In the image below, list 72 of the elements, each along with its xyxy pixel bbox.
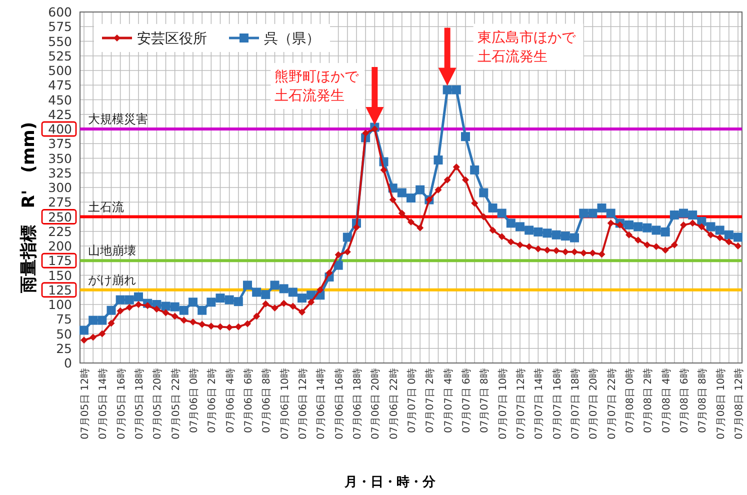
x-tick-label: 07月08日 4時 (660, 368, 672, 433)
x-tick-label: 07月08日 2時 (642, 368, 654, 433)
y-tick-label: 225 (48, 224, 72, 239)
x-axis-title: 月・日・時・分 (344, 475, 436, 490)
x-tick-label: 07月08日 12時 (733, 368, 745, 440)
y-tick-label: 400 (48, 122, 72, 136)
y-tick-label: 175 (48, 253, 72, 268)
x-tick-label: 07月05日 20時 (152, 368, 164, 440)
x-tick-label: 07月07日 2時 (424, 368, 436, 433)
y-tick-label: 300 (48, 180, 72, 195)
y-tick-label: 50 (56, 326, 72, 342)
x-tick-label: 07月07日 22時 (606, 368, 618, 440)
y-tick-label: 575 (48, 19, 72, 34)
y-tick-label: 75 (56, 312, 72, 327)
x-tick-label: 07月06日 20時 (370, 368, 382, 440)
y-tick-label: 325 (48, 165, 72, 180)
ref-line-label: 大規模災害 (88, 112, 148, 126)
y-tick-label: 275 (48, 194, 72, 210)
x-tick-label: 07月05日 16時 (115, 368, 128, 440)
x-tick-label: 07月06日 4時 (224, 368, 236, 433)
y-tick-label: 100 (48, 297, 72, 312)
y-tick-label: 425 (48, 106, 72, 122)
x-tick-label: 07月07日 6時 (460, 368, 472, 433)
y-tick-label: 250 (48, 209, 72, 224)
annotation: 熊野町ほかで土石流発生 (274, 69, 360, 104)
x-tick-label: 07月06日 22時 (388, 368, 400, 440)
annotation: 東広島市ほかで土石流発生 (477, 30, 576, 65)
y-tick-label: 450 (48, 92, 72, 108)
x-tick-label: 07月07日 4時 (442, 368, 454, 433)
x-tick-label: 07月05日 18時 (134, 368, 146, 440)
x-tick-label: 07月06日 6時 (242, 368, 254, 433)
y-tick-label: 125 (48, 282, 72, 298)
y-axis-title: 雨量指標 R' (mm) (19, 122, 39, 294)
y-tick-label: 500 (48, 63, 72, 78)
x-tick-label: 07月05日 22時 (170, 368, 182, 440)
ref-line-label: がけ崩れ (88, 272, 136, 287)
x-tick-label: 07月07日 14時 (533, 368, 546, 440)
x-tick-label: 07月06日 2時 (206, 368, 218, 433)
x-tick-label: 07月07日 12時 (515, 368, 527, 440)
ref-line-label: 山地崩壊 (88, 244, 136, 258)
x-tick-label: 07月05日 12時 (79, 368, 91, 440)
x-tick-label: 07月08日 10時 (714, 368, 727, 440)
x-tick-label: 07月08日 6時 (678, 368, 690, 433)
x-tick-label: 07月06日 0時 (188, 368, 200, 433)
y-tick-label: 600 (48, 4, 72, 20)
y-tick-label: 525 (48, 48, 72, 64)
x-tick-label: 07月06日 8時 (260, 368, 273, 433)
ref-line-label: 土石流 (88, 200, 124, 214)
y-tick-label: 475 (48, 78, 72, 93)
x-tick-label: 07月06日 16時 (333, 368, 346, 440)
x-tick-label: 07月06日 10時 (278, 368, 291, 440)
x-tick-label: 07月08日 0時 (624, 368, 636, 433)
x-tick-label: 07月06日 18時 (352, 368, 364, 440)
y-tick-label: 375 (48, 136, 72, 152)
x-tick-label: 07月07日 16時 (551, 368, 564, 440)
y-tick-label: 0 (64, 356, 72, 370)
x-tick-label: 07月05日 14時 (97, 368, 110, 440)
x-tick-label: 07月06日 14時 (315, 368, 328, 440)
y-tick-label: 25 (56, 340, 72, 356)
x-tick-label: 07月07日 20時 (588, 368, 600, 440)
y-tick-label: 350 (48, 150, 72, 166)
y-tick-label: 150 (48, 268, 72, 283)
x-tick-label: 07月08日 8時 (696, 368, 709, 433)
x-tick-label: 07月07日 8時 (478, 368, 491, 433)
x-tick-label: 07月06日 12時 (297, 368, 309, 440)
x-tick-label: 07月07日 0時 (406, 368, 418, 433)
legend-label: 呉（県） (264, 31, 320, 47)
legend-label: 安芸区役所 (137, 31, 207, 47)
y-tick-label: 550 (48, 34, 72, 49)
y-tick-label: 200 (48, 238, 72, 254)
x-tick-label: 07月07日 10時 (496, 368, 509, 440)
x-tick-label: 07月07日 18時 (570, 368, 582, 440)
